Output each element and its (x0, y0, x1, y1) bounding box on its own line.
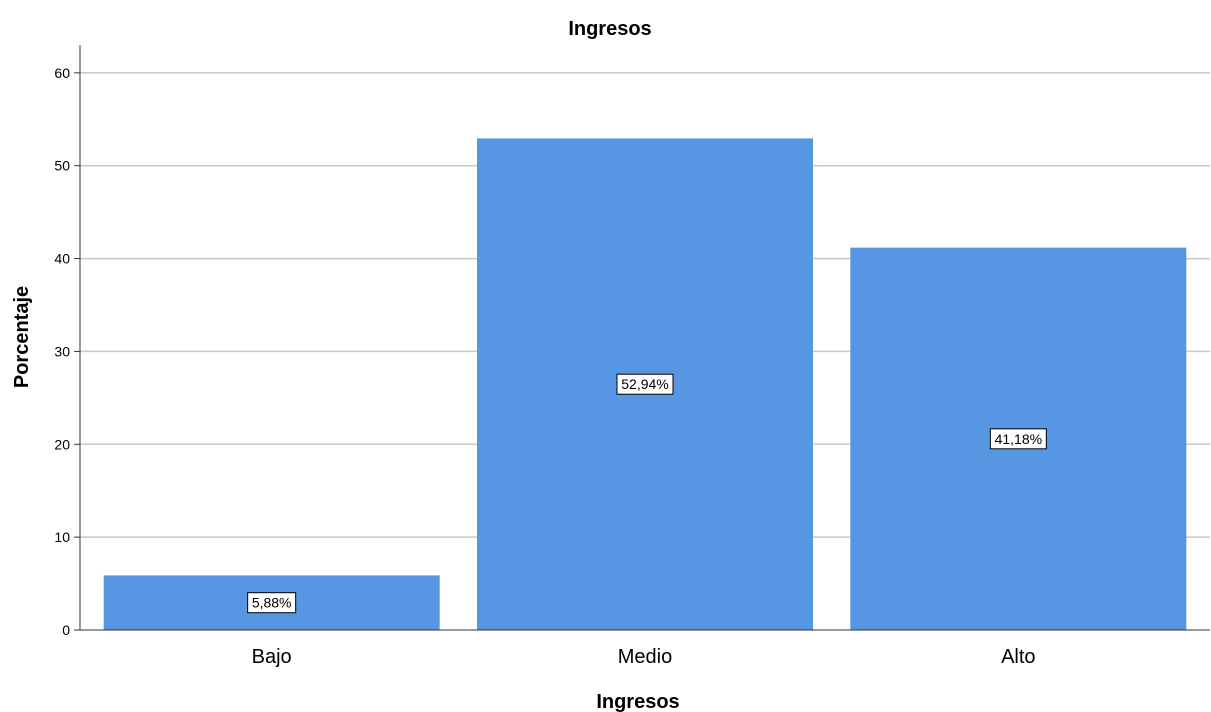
data-label-text: 52,94% (621, 376, 668, 392)
data-label-box (989, 428, 1047, 450)
data-label-box (247, 592, 297, 614)
y-tick-label-20: 20 (54, 436, 70, 452)
data-label-box (616, 373, 674, 395)
x-tick-label-bajo: Bajo (252, 646, 292, 668)
x-tick-label-medio: Medio (618, 646, 672, 668)
x-axis-title: Ingresos (596, 691, 679, 712)
y-tick-label-10: 10 (54, 529, 70, 545)
data-label-text: 41,18% (995, 431, 1042, 447)
y-axis-ticks: 0 10 20 30 40 50 60 (54, 65, 80, 638)
data-label-text: 5,88% (252, 595, 292, 611)
y-tick-label-50: 50 (54, 158, 70, 174)
y-tick-label-0: 0 (62, 622, 70, 638)
data-labels: 5,88% 52,94% 41,18% (247, 373, 1047, 614)
x-tick-label-alto: Alto (1001, 646, 1035, 668)
chart-title: Ingresos (568, 18, 651, 40)
data-label-bajo: 5,88% (247, 592, 297, 614)
x-axis-ticks: Bajo Medio Alto (252, 646, 1036, 668)
data-label-medio: 52,94% (616, 373, 674, 395)
y-tick-label-30: 30 (54, 343, 70, 359)
y-tick-label-40: 40 (54, 251, 70, 267)
data-label-alto: 41,18% (989, 428, 1047, 450)
y-tick-label-60: 60 (54, 65, 70, 81)
y-axis-title: Porcentaje (11, 286, 33, 388)
